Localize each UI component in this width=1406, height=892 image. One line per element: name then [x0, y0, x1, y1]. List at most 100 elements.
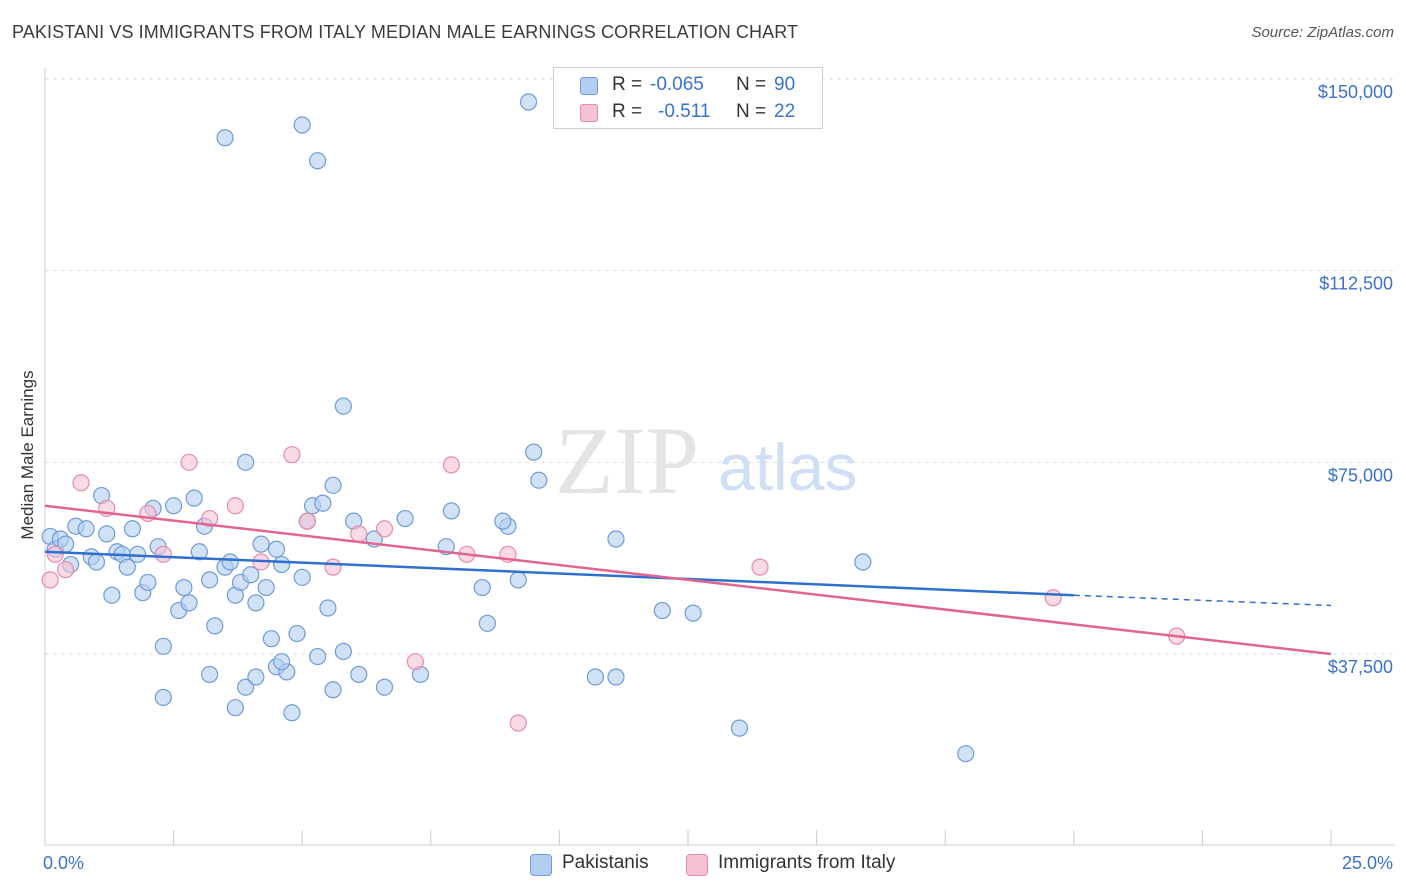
point-pakistanis — [98, 525, 116, 543]
point-pakistanis — [175, 578, 193, 597]
r-value: -0.511 — [658, 101, 711, 122]
point-pakistanis — [473, 578, 491, 597]
point-pakistanis — [190, 543, 208, 561]
x-tick-marks — [44, 830, 1332, 845]
trend-line-pakistanis-extension — [1073, 594, 1332, 607]
point-pakistanis — [478, 614, 496, 632]
point-pakistanis — [247, 668, 265, 686]
point-pakistanis — [154, 637, 172, 655]
point-pakistanis — [165, 497, 183, 515]
trend-lines — [44, 504, 1332, 656]
point-italy — [324, 558, 342, 576]
point-italy — [226, 497, 244, 515]
y-tick-label: $75,000 — [1328, 465, 1393, 485]
watermark-atlas: atlas — [718, 430, 857, 504]
legend-label-italy: Immigrants from Italy — [718, 852, 896, 873]
point-pakistanis — [314, 494, 332, 512]
chart-title: PAKISTANI VS IMMIGRANTS FROM ITALY MEDIA… — [12, 22, 799, 42]
point-pakistanis — [653, 601, 671, 620]
point-pakistanis — [607, 530, 625, 548]
r-label: R = — [612, 101, 643, 122]
point-pakistanis — [530, 471, 548, 489]
point-pakistanis — [273, 653, 291, 671]
point-italy — [154, 545, 172, 563]
point-pakistanis — [509, 571, 527, 589]
point-italy — [41, 571, 59, 589]
point-pakistanis — [494, 512, 512, 530]
point-pakistanis — [283, 704, 301, 722]
point-pakistanis — [257, 578, 275, 597]
n-value: 22 — [774, 101, 796, 122]
point-pakistanis — [262, 630, 280, 648]
point-pakistanis — [519, 93, 538, 111]
series-italy-points — [41, 446, 1186, 732]
point-pakistanis — [103, 586, 121, 604]
point-pakistanis — [206, 617, 224, 635]
swatch-pakistanis — [580, 77, 598, 95]
point-pakistanis — [324, 476, 342, 494]
point-italy — [375, 520, 394, 538]
point-pakistanis — [87, 553, 106, 571]
point-pakistanis — [77, 520, 95, 538]
point-pakistanis — [319, 599, 337, 617]
point-pakistanis — [221, 553, 239, 571]
point-italy — [751, 558, 769, 576]
y-tick-labels: $37,500 $75,000 $112,500 $150,000 — [1318, 82, 1393, 677]
point-italy — [72, 474, 90, 492]
y-tick-label: $37,500 — [1328, 657, 1393, 677]
swatch-italy — [580, 104, 598, 122]
n-label: N = — [736, 74, 767, 95]
point-pakistanis — [242, 566, 260, 584]
n-label: N = — [736, 101, 767, 122]
point-pakistanis — [247, 594, 265, 612]
y-axis-label: Median Male Earnings — [18, 370, 37, 539]
trend-line-italy — [44, 504, 1332, 656]
point-italy — [180, 453, 198, 471]
source-label: Source: ZipAtlas.com — [1251, 24, 1394, 41]
point-pakistanis — [237, 453, 255, 471]
point-pakistanis — [525, 443, 543, 461]
legend-label-pakistanis: Pakistanis — [562, 852, 649, 873]
stats-legend: R = -0.065 N = 90 R = -0.511 N = 22 — [553, 67, 823, 129]
point-pakistanis — [118, 558, 136, 576]
point-pakistanis — [607, 668, 625, 686]
point-pakistanis — [684, 604, 702, 622]
point-pakistanis — [730, 719, 749, 737]
point-italy — [1044, 589, 1062, 607]
point-pakistanis — [288, 624, 306, 643]
point-pakistanis — [252, 535, 270, 553]
point-pakistanis — [396, 509, 414, 528]
point-pakistanis — [309, 647, 327, 666]
point-italy — [350, 525, 368, 543]
point-italy — [406, 653, 424, 671]
y-tick-label: $112,500 — [1319, 274, 1393, 294]
point-pakistanis — [185, 489, 203, 507]
series-pakistanis-points — [41, 93, 975, 763]
point-italy — [298, 512, 316, 530]
point-pakistanis — [123, 520, 142, 538]
point-pakistanis — [154, 688, 172, 707]
r-label: R = — [612, 74, 643, 95]
point-pakistanis — [586, 668, 605, 686]
legend-swatch-pakistanis — [530, 854, 552, 876]
watermark-zip: ZIP — [555, 407, 699, 514]
point-pakistanis — [201, 665, 219, 684]
point-italy — [46, 545, 64, 563]
point-pakistanis — [237, 678, 255, 696]
x-tick-label-min: 0.0% — [43, 853, 84, 873]
point-pakistanis — [293, 568, 311, 586]
point-pakistanis — [180, 594, 198, 612]
point-pakistanis — [442, 502, 460, 520]
point-italy — [442, 456, 460, 474]
r-value: -0.065 — [650, 74, 704, 95]
x-tick-label-max: 25.0% — [1342, 853, 1393, 873]
point-pakistanis — [216, 129, 234, 147]
trend-line-pakistanis — [44, 550, 1074, 597]
watermark: ZIP atlas — [555, 407, 857, 514]
point-pakistanis — [854, 553, 872, 571]
point-pakistanis — [267, 540, 286, 558]
point-italy — [509, 714, 527, 732]
point-pakistanis — [293, 116, 311, 134]
point-pakistanis — [334, 642, 352, 661]
point-italy — [283, 446, 301, 464]
